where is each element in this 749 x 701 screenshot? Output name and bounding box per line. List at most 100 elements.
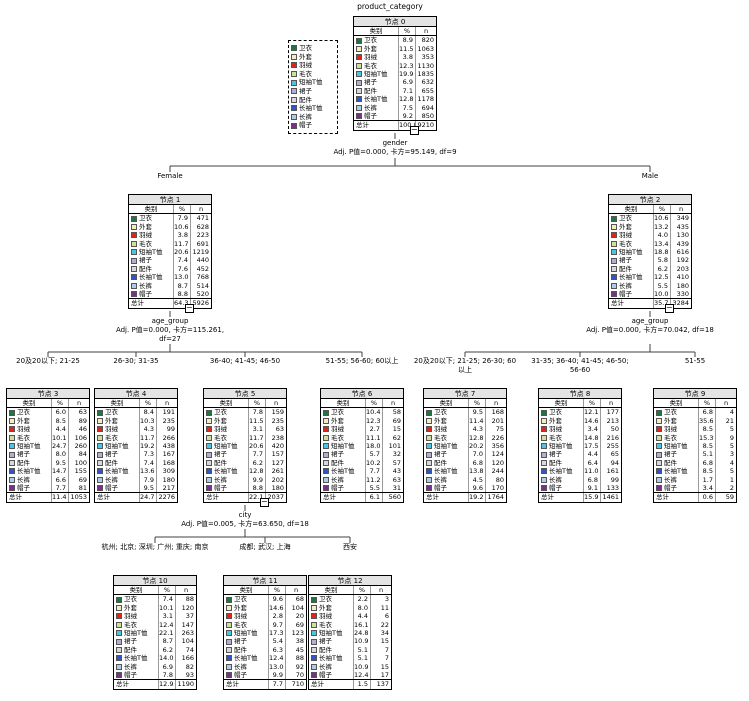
category-label: 配件: [105, 458, 118, 467]
category-row: 长袖T恤 14.7 155: [7, 467, 89, 476]
tree-node-9[interactable]: 节点 9 类别% n 卫衣 6.8 4 外套 35.6 21 羽绒 8.5 5 毛衣 15.3 9 短袖T恤 8…: [653, 388, 737, 504]
long-sleeve-tee-swatch-icon: [226, 655, 232, 662]
skirt-swatch-icon: [656, 451, 662, 458]
tree-node-6[interactable]: 节点 6 类别% n 卫衣 10.4 58 外套 12.3 69 羽绒 2.7 15 毛衣 11.1 62 短…: [320, 388, 404, 504]
node-header: 节点 0: [354, 17, 436, 27]
skirt-swatch-icon: [323, 451, 329, 458]
collapse-button[interactable]: −: [409, 125, 419, 136]
split-variable-city: city: [238, 511, 252, 519]
jacket-swatch-icon: [426, 417, 432, 424]
skirt-swatch-icon: [116, 638, 122, 645]
category-row: 短袖T恤 18.8 616: [609, 247, 691, 257]
legend-item: 长裤: [291, 113, 335, 122]
category-row: 长袖T恤 13.6 309: [95, 467, 177, 476]
long-sleeve-tee-swatch-icon: [356, 96, 362, 103]
total-row: 总计 12.9 1190: [114, 679, 196, 690]
category-row: 短袖T恤 8.5 5: [654, 441, 736, 451]
hat-swatch-icon: [356, 113, 362, 120]
category-label: 羽绒: [105, 425, 118, 434]
category-label: 帽子: [434, 483, 447, 492]
category-row: 外套 8.5 89: [7, 416, 89, 426]
category-row: 配件 6.2 203: [609, 264, 691, 274]
pants-swatch-icon: [206, 476, 212, 483]
sweater-swatch-icon: [97, 434, 103, 441]
hoodie-swatch-icon: [356, 37, 362, 44]
skirt-swatch-icon: [291, 88, 297, 95]
category-row: 配件 7.4 168: [95, 458, 177, 468]
tree-node-11[interactable]: 节点 11 类别% n 卫衣 9.6 68 外套 14.6 104 羽绒 2.8 20 毛衣 9.7 69 短…: [223, 575, 307, 691]
category-row: 帽子 3.4 2: [654, 483, 736, 493]
tree-node-3[interactable]: 节点 3 类别% n 卫衣 6.0 63 外套 8.5 89 羽绒 4.4 46 毛衣 10.1 106 短袖…: [6, 388, 90, 504]
hat-swatch-icon: [426, 485, 432, 492]
node-column-header: 类别% n: [114, 586, 196, 596]
tree-node-10[interactable]: 节点 10 类别% n 卫衣 7.4 88 外套 10.1 120 羽绒 3.1 37 毛衣 12.4 14…: [113, 575, 197, 691]
category-label: 外套: [124, 603, 137, 612]
category-label: 卫衣: [105, 408, 118, 417]
category-row: 长袖T恤 14.0 166: [114, 654, 196, 663]
pants-swatch-icon: [97, 476, 103, 483]
category-row: 毛衣 16.1 22: [309, 620, 391, 629]
category-row: 裙子 5.8 192: [609, 256, 691, 265]
category-row: 长裤 7.9 180: [95, 475, 177, 484]
collapse-button[interactable]: −: [259, 497, 269, 508]
short-sleeve-tee-swatch-icon: [131, 249, 137, 256]
category-row: 卫衣 6.8 4: [654, 408, 736, 417]
skirt-swatch-icon: [226, 638, 232, 645]
tree-node-8[interactable]: 节点 8 类别% n 卫衣 12.1 177 外套 14.6 213 羽绒 3.4 50 毛衣 14.8 2…: [538, 388, 622, 504]
accessory-swatch-icon: [131, 265, 137, 272]
category-row: 裙子 7.3 167: [95, 450, 177, 459]
category-label: 卫衣: [664, 408, 677, 417]
hat-swatch-icon: [9, 485, 15, 492]
total-row: 总计 24.7 2276: [95, 492, 177, 503]
tree-node-5[interactable]: 节点 5 类别% n 卫衣 7.8 159 外套 11.5 235 羽绒 3.1 63 毛衣 11.7 23…: [203, 388, 287, 508]
short-sleeve-tee-swatch-icon: [97, 443, 103, 450]
category-label: 外套: [105, 416, 118, 425]
tree-node-7[interactable]: 节点 7 类别% n 卫衣 9.5 168 外套 11.4 201 羽绒 4.3 75 毛衣 12.8 22…: [423, 388, 507, 504]
tree-node-1[interactable]: 节点 1 类别% n 卫衣 7.9 471 外套 10.6 628 羽绒 3.8 223 毛衣 11.7 6…: [128, 194, 212, 314]
node-header: 节点 7: [424, 389, 506, 399]
node-column-header: 类别% n: [354, 27, 436, 37]
skirt-swatch-icon: [311, 638, 317, 645]
category-row: 长袖T恤 11.0 161: [539, 467, 621, 476]
category-row: 配件 7.6 452: [129, 264, 211, 274]
sweater-swatch-icon: [426, 434, 432, 441]
legend-label: 卫衣: [299, 44, 312, 52]
category-label: 短袖T恤: [549, 441, 573, 450]
short-sleeve-tee-swatch-icon: [206, 443, 212, 450]
down-jacket-swatch-icon: [131, 232, 137, 239]
category-label: 羽绒: [331, 425, 344, 434]
hoodie-swatch-icon: [291, 45, 297, 52]
category-label: 卫衣: [139, 214, 152, 223]
category-label: 裙子: [664, 450, 677, 459]
down-jacket-swatch-icon: [116, 613, 122, 620]
legend-item: 外套: [291, 53, 335, 62]
category-row: 帽子 9.2 850: [354, 111, 436, 121]
short-sleeve-tee-swatch-icon: [116, 630, 122, 637]
hoodie-swatch-icon: [541, 409, 547, 416]
pants-swatch-icon: [611, 282, 617, 289]
category-label: 长袖T恤: [105, 467, 129, 476]
short-sleeve-tee-swatch-icon: [226, 630, 232, 637]
collapse-button[interactable]: −: [664, 303, 674, 314]
accessory-swatch-icon: [97, 459, 103, 466]
long-sleeve-tee-swatch-icon: [426, 468, 432, 475]
category-row: 外套 14.6 104: [224, 603, 306, 613]
pants-swatch-icon: [311, 663, 317, 670]
tree-node-2[interactable]: 节点 2 类别% n 卫衣 10.6 349 外套 13.2 435 羽绒 4.0 130 毛衣 13.4…: [608, 194, 692, 314]
down-jacket-swatch-icon: [611, 232, 617, 239]
category-row: 卫衣 7.8 159: [204, 408, 286, 417]
tree-node-12[interactable]: 节点 12 类别% n 卫衣 2.2 3 外套 8.0 11 羽绒 4.4 6 毛衣 16.1 22 短袖T恤…: [308, 575, 392, 691]
category-row: 长裤 6.8 99: [539, 475, 621, 484]
collapse-button[interactable]: −: [184, 303, 194, 314]
split-variable-gender: gender: [382, 139, 408, 147]
category-label: 长袖T恤: [549, 467, 573, 476]
category-label: 长袖T恤: [664, 467, 688, 476]
category-label: 裙子: [139, 256, 152, 265]
tree-node-4[interactable]: 节点 4 类别% n 卫衣 8.4 191 外套 10.3 235 羽绒 4.3 99 毛衣 11.7 26…: [94, 388, 178, 504]
category-label: 帽子: [319, 670, 332, 679]
category-row: 长裤 6.9 82: [114, 662, 196, 671]
tree-node-0[interactable]: 节点 0 类别% n 卫衣 8.9 820 外套 11.5 1063 羽绒 3.8 353 毛衣 12.3…: [353, 16, 437, 136]
category-label: 帽子: [364, 111, 377, 120]
category-row: 毛衣 12.4 147: [114, 620, 196, 629]
